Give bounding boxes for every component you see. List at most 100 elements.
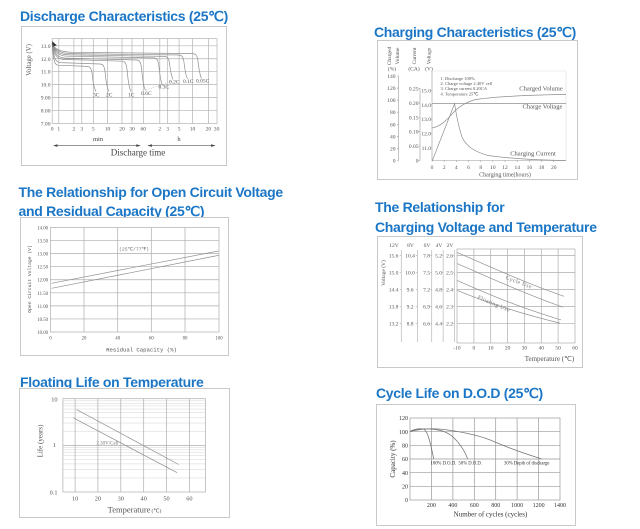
svg-text:600: 600 xyxy=(470,503,479,509)
svg-text:9.6: 9.6 xyxy=(407,288,414,294)
svg-text:2V: 2V xyxy=(447,243,454,249)
svg-text:(%): (%) xyxy=(388,66,396,73)
svg-text:50: 50 xyxy=(555,346,561,352)
svg-text:2. Charge voltage 2.40V cell: 2. Charge voltage 2.40V cell xyxy=(441,81,493,86)
svg-text:18: 18 xyxy=(539,165,545,171)
svg-text:1200: 1200 xyxy=(533,503,545,509)
svg-text:1. Discharge 100%: 1. Discharge 100% xyxy=(441,76,476,81)
svg-text:10: 10 xyxy=(51,396,57,403)
svg-text:13.8: 13.8 xyxy=(389,305,399,311)
svg-text:1C: 1C xyxy=(128,93,135,99)
svg-text:10: 10 xyxy=(72,496,78,503)
svg-text:0: 0 xyxy=(393,159,396,165)
svg-text:6.9: 6.9 xyxy=(423,305,430,311)
svg-text:60: 60 xyxy=(186,496,192,503)
svg-text:30: 30 xyxy=(522,346,528,352)
svg-text:20: 20 xyxy=(206,127,212,133)
svg-text:0.05C: 0.05C xyxy=(196,79,210,85)
svg-text:2: 2 xyxy=(443,165,446,171)
svg-text:3: 3 xyxy=(166,127,169,133)
svg-text:100: 100 xyxy=(215,337,223,342)
svg-text:7.00: 7.00 xyxy=(41,122,51,128)
svg-text:7.5: 7.5 xyxy=(423,271,430,277)
svg-text:0.1C: 0.1C xyxy=(183,79,194,85)
svg-text:1: 1 xyxy=(53,442,56,449)
svg-text:0: 0 xyxy=(473,346,476,352)
svg-text:80: 80 xyxy=(390,110,396,116)
svg-text:15.0: 15.0 xyxy=(421,89,431,95)
svg-text:4: 4 xyxy=(455,165,458,171)
svg-text:5: 5 xyxy=(92,127,95,133)
svg-text:140: 140 xyxy=(387,74,396,80)
svg-text:120: 120 xyxy=(387,86,396,92)
svg-text:11.0: 11.0 xyxy=(41,70,51,76)
svg-text:8.00: 8.00 xyxy=(41,109,51,115)
svg-text:Temperature (℃): Temperature (℃) xyxy=(525,355,575,363)
svg-text:h: h xyxy=(177,136,181,143)
svg-text:60: 60 xyxy=(390,122,396,128)
svg-text:60: 60 xyxy=(402,457,408,463)
svg-text:10.50: 10.50 xyxy=(37,318,48,323)
svg-text:200: 200 xyxy=(427,503,436,509)
svg-text:80: 80 xyxy=(402,444,408,450)
svg-text:13.50: 13.50 xyxy=(37,240,48,245)
svg-text:0: 0 xyxy=(49,337,52,342)
svg-text:20: 20 xyxy=(505,346,511,352)
svg-text:0.10: 0.10 xyxy=(409,130,419,136)
svg-text:13.0: 13.0 xyxy=(421,117,431,123)
svg-text:Current: Current xyxy=(412,47,418,64)
svg-text:5: 5 xyxy=(178,127,181,133)
svg-text:Charging time(hours): Charging time(hours) xyxy=(479,172,531,179)
svg-text:0.05: 0.05 xyxy=(409,144,419,150)
svg-text:Charged: Charged xyxy=(387,46,393,65)
svg-text:3. Charge current 0.20CA: 3. Charge current 0.20CA xyxy=(441,86,488,91)
svg-text:20: 20 xyxy=(402,485,408,491)
svg-text:Temperature (℃): Temperature (℃) xyxy=(108,505,162,515)
svg-text:Discharge time: Discharge time xyxy=(111,148,166,158)
svg-text:2.6: 2.6 xyxy=(446,253,453,259)
svg-text:0.1: 0.1 xyxy=(50,489,58,496)
svg-text:11.0: 11.0 xyxy=(422,146,432,152)
svg-text:(25℃/77℉): (25℃/77℉) xyxy=(119,247,149,253)
svg-text:Cycle Use: Cycle Use xyxy=(505,275,533,290)
svg-text:12.00: 12.00 xyxy=(37,279,48,284)
svg-text:16: 16 xyxy=(527,165,533,171)
svg-text:0.3C: 0.3C xyxy=(159,85,170,91)
svg-text:800: 800 xyxy=(491,503,500,509)
svg-text:14: 14 xyxy=(514,165,520,171)
svg-text:30: 30 xyxy=(129,127,135,133)
svg-text:100: 100 xyxy=(387,98,396,104)
svg-text:60: 60 xyxy=(572,346,578,352)
svg-text:2C: 2C xyxy=(106,93,113,99)
svg-text:2.3: 2.3 xyxy=(446,305,453,311)
svg-text:30: 30 xyxy=(214,127,220,133)
svg-text:7.2: 7.2 xyxy=(423,288,430,294)
svg-text:1400: 1400 xyxy=(554,503,566,509)
svg-text:Charged Volume: Charged Volume xyxy=(519,86,563,93)
svg-text:20: 20 xyxy=(390,146,396,152)
svg-text:3: 3 xyxy=(80,127,83,133)
svg-text:2.4: 2.4 xyxy=(446,288,453,294)
svg-text:20: 20 xyxy=(82,337,87,342)
svg-text:13.0: 13.0 xyxy=(41,44,51,50)
svg-text:4.4: 4.4 xyxy=(435,322,442,328)
svg-text:-10: -10 xyxy=(453,346,461,352)
svg-text:0.20: 0.20 xyxy=(409,101,419,107)
svg-text:40: 40 xyxy=(402,471,408,477)
svg-text:14.00: 14.00 xyxy=(37,227,48,232)
svg-text:Voltage (V): Voltage (V) xyxy=(26,44,33,76)
svg-text:0: 0 xyxy=(431,165,434,171)
svg-text:100% D.O.D.: 100% D.O.D. xyxy=(431,461,457,466)
svg-text:8V: 8V xyxy=(407,243,414,249)
svg-text:10: 10 xyxy=(490,165,496,171)
svg-text:Residual Capacity (%): Residual Capacity (%) xyxy=(106,347,177,354)
svg-text:10.00: 10.00 xyxy=(37,331,48,336)
svg-text:50: 50 xyxy=(163,496,169,503)
svg-text:0.15: 0.15 xyxy=(409,115,419,121)
svg-text:12V: 12V xyxy=(389,243,399,249)
svg-text:8.8: 8.8 xyxy=(407,322,414,328)
svg-text:10.0: 10.0 xyxy=(41,83,51,89)
svg-text:Charging Current: Charging Current xyxy=(510,151,556,158)
svg-text:0.2C: 0.2C xyxy=(169,80,180,86)
svg-text:0: 0 xyxy=(51,127,54,133)
